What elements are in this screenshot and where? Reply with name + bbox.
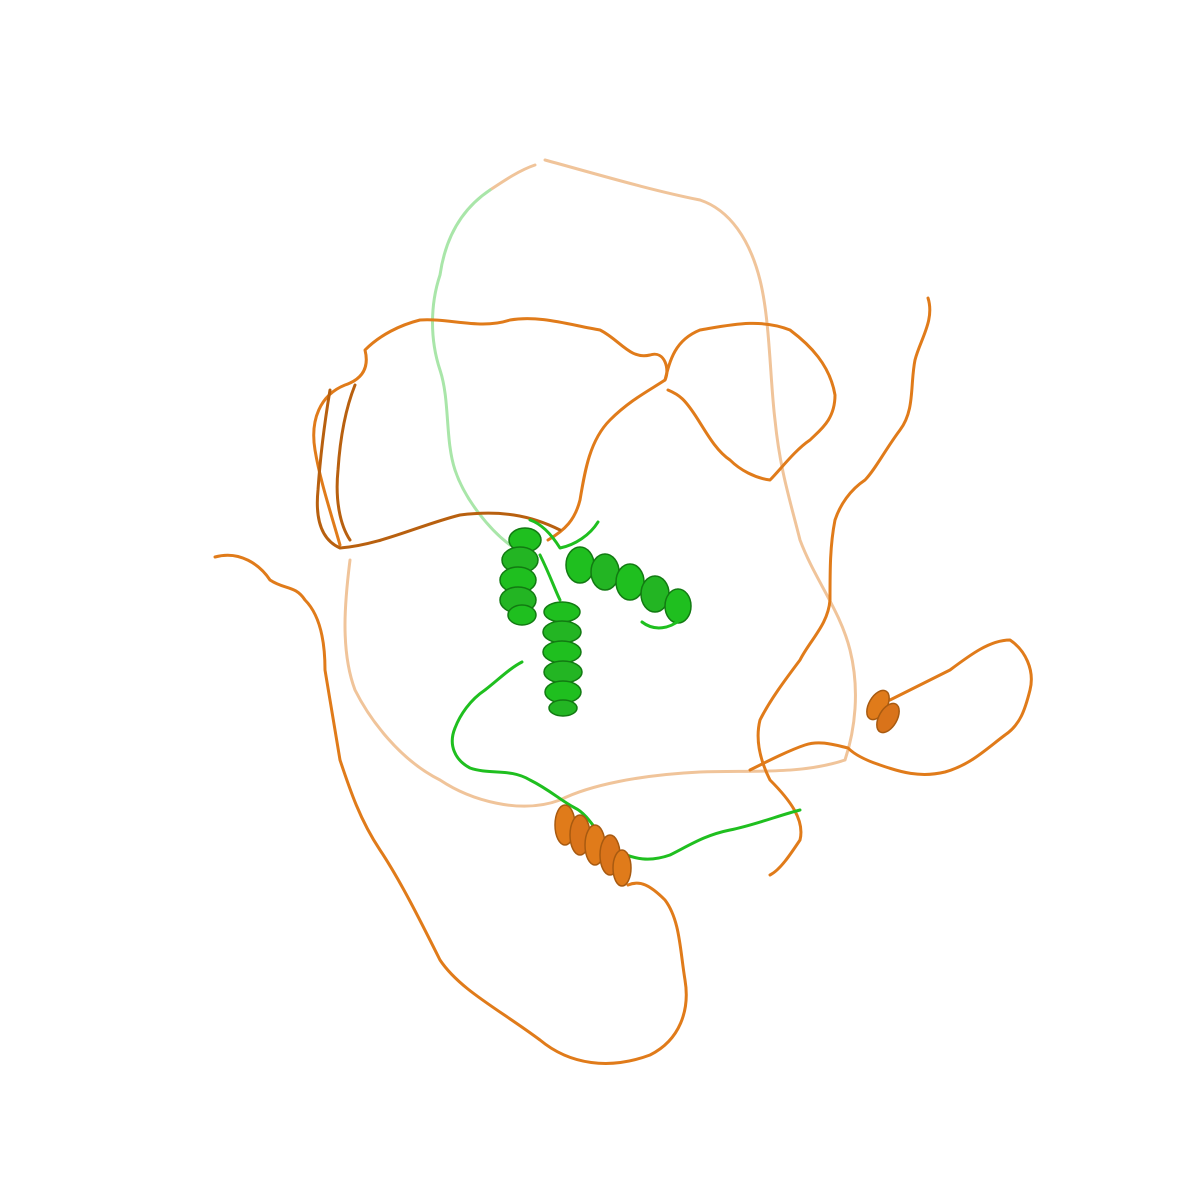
green-helix-center xyxy=(542,601,583,717)
orange-coil-loop-left xyxy=(312,317,669,547)
green-coil-front xyxy=(450,660,802,861)
orange-coil-main xyxy=(213,553,688,1065)
green-coil-connector xyxy=(528,518,682,630)
orange-helix-right xyxy=(866,689,900,734)
orange-coil-left-pleat xyxy=(315,383,562,550)
orange-helix-bottom xyxy=(554,804,632,887)
orange-coil-back-1 xyxy=(343,158,857,808)
green-helix-right xyxy=(565,546,692,624)
green-helix-left xyxy=(499,527,542,626)
orange-coil-right-tail xyxy=(756,296,932,877)
green-coil-back xyxy=(431,188,512,547)
orange-coil-loop-right xyxy=(663,321,837,482)
orange-coil-right-loop xyxy=(748,638,1033,776)
